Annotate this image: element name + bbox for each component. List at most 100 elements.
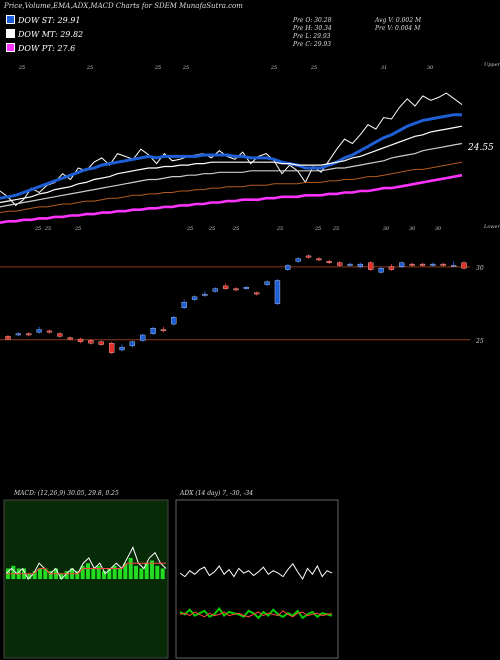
- macd-histogram-bar: [102, 571, 106, 579]
- candle-body: [171, 317, 177, 325]
- top-tick-label: 30: [427, 65, 434, 71]
- candle-body: [450, 265, 457, 267]
- macd-histogram-bar: [139, 568, 144, 579]
- candle-body: [357, 263, 364, 267]
- candle-body: [378, 268, 384, 273]
- prev-volume: Pre V: 0.004 M: [375, 25, 421, 32]
- macd-histogram-bar: [27, 573, 32, 579]
- candle-body: [88, 340, 94, 344]
- candle-body: [108, 343, 115, 353]
- bottom-tick-label: 30: [435, 226, 442, 232]
- ohlc-open: Pre O: 30.28: [293, 17, 332, 24]
- macd-histogram-bar: [80, 565, 85, 579]
- bottom-tick-label: 25: [186, 226, 193, 232]
- adx-series-2: [179, 610, 333, 618]
- candle-body: [129, 341, 136, 347]
- candle-body: [140, 334, 146, 341]
- macd-histogram-bar: [75, 571, 80, 579]
- candle-body: [243, 287, 250, 289]
- ohlc-close: Pre C: 29.93: [293, 41, 332, 48]
- macd-histogram-bar: [123, 563, 128, 579]
- candle-body: [430, 263, 436, 266]
- candle-body: [15, 333, 22, 336]
- candle-body: [305, 255, 312, 258]
- price-ema-series-1: [0, 113, 462, 200]
- macd-histogram-bar: [91, 568, 96, 579]
- candle-body: [191, 296, 198, 300]
- price-ema-series-2: [0, 125, 463, 204]
- candle-body: [388, 266, 395, 270]
- candle-body: [409, 263, 415, 266]
- macd-histogram-bar: [11, 565, 16, 579]
- top-tick-label: 25: [154, 65, 161, 71]
- candle-body: [419, 263, 426, 266]
- macd-histogram-bar: [144, 563, 149, 579]
- candle-body: [181, 302, 187, 308]
- bottom-tick-label: 25: [276, 226, 283, 232]
- macd-histogram-bar: [112, 565, 117, 579]
- price-ema-series-0: [0, 92, 463, 207]
- bottom-tick-label: 25: [314, 226, 321, 232]
- candle-body: [36, 329, 42, 333]
- adx-panel: [175, 499, 339, 659]
- macd-series-0: [5, 546, 167, 580]
- candle-body: [119, 347, 125, 351]
- candle-body: [326, 261, 332, 263]
- legend-swatch-mt: [6, 29, 15, 38]
- macd-histogram-bar: [64, 571, 69, 579]
- bottom-tick-label: 30: [409, 226, 416, 232]
- candle-body: [5, 336, 11, 340]
- candle-body: [202, 293, 208, 296]
- legend-dow-mt: DOW MT: 29.82: [6, 29, 83, 39]
- adx-series-0: [179, 562, 333, 581]
- macd-histogram-bar: [160, 568, 165, 579]
- candle-body: [46, 330, 53, 333]
- bottom-tick-label: 30: [383, 226, 390, 232]
- candle-body: [67, 337, 73, 340]
- legend-label-mt: DOW MT: 29.82: [18, 30, 84, 39]
- macd-histogram-bar: [43, 568, 48, 579]
- bottom-tick-label: 25: [34, 226, 41, 232]
- candle-body: [440, 263, 446, 266]
- candle-body: [399, 262, 405, 267]
- adx-title: ADX (14 day) 7, -30, -34: [180, 490, 254, 497]
- price-ema-series-5: [0, 173, 463, 224]
- avg-volume: Avg V: 0.002 M: [375, 17, 422, 24]
- chart-title: Price,Volume,EMA,ADX,MACD Charts for SDE…: [4, 2, 243, 10]
- legend-dow-pt: DOW PT: 27.6: [6, 43, 75, 53]
- macd-histogram-bar: [118, 568, 122, 579]
- macd-series-1: [6, 562, 166, 575]
- macd-histogram-bar: [38, 568, 42, 579]
- macd-histogram-bar: [107, 568, 112, 579]
- top-tick-label: 25: [182, 65, 189, 71]
- candle-body: [368, 262, 374, 270]
- candle-body: [57, 333, 63, 337]
- candle-body: [254, 292, 260, 295]
- candle-body: [150, 328, 156, 334]
- bottom-tick-label: 25: [232, 226, 239, 232]
- macd-histogram-bar: [48, 571, 53, 579]
- candle-body: [222, 285, 229, 289]
- bottom-tick-label: 25: [332, 226, 339, 232]
- candle-body: [77, 338, 84, 342]
- candle-body: [26, 333, 32, 336]
- price-ema-series-4: [0, 161, 463, 214]
- candle-body: [98, 341, 104, 345]
- candle-body: [212, 288, 218, 292]
- candle-body: [295, 258, 301, 262]
- price-ema-series-3: [0, 142, 463, 208]
- ohlc-low: Pre L: 29.93: [293, 33, 331, 40]
- bottom-tick-label: 25: [44, 226, 51, 232]
- candle-body: [233, 288, 239, 291]
- macd-histogram-bar: [128, 557, 133, 579]
- level-label-upper: 30: [476, 265, 484, 272]
- macd-histogram-bar: [32, 571, 37, 579]
- legend-swatch-pt: [6, 43, 15, 52]
- candle-body: [347, 263, 353, 266]
- macd-histogram-bar: [155, 565, 160, 579]
- top-tick-label: 25: [270, 65, 277, 71]
- macd-histogram-bar: [134, 565, 138, 579]
- bottom-tick-label: 25: [74, 226, 81, 232]
- macd-title: MACD: (12,26,9) 30.05, 29.8, 0.25: [14, 490, 119, 497]
